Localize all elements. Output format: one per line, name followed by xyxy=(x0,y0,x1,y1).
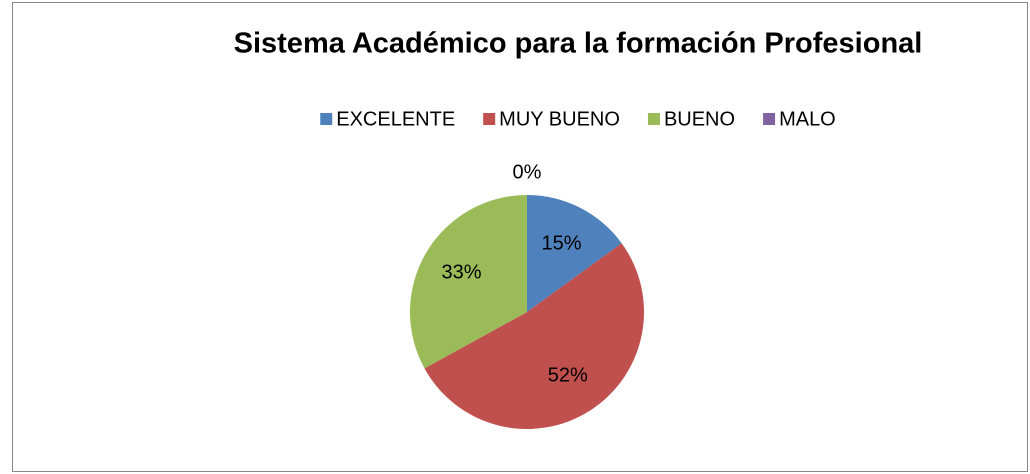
legend-label: MUY BUENO xyxy=(499,108,620,130)
legend-label: EXCELENTE xyxy=(336,108,455,130)
pie-slice xyxy=(424,243,644,429)
pie-slice xyxy=(410,195,527,369)
data-label: 15% xyxy=(542,233,582,255)
legend-swatch xyxy=(483,113,496,125)
data-label: 33% xyxy=(442,262,482,284)
legend-label: MALO xyxy=(779,108,836,130)
data-label: 52% xyxy=(548,364,588,386)
pie-slice xyxy=(527,195,622,312)
legend-swatch xyxy=(320,113,333,125)
legend-swatch xyxy=(763,113,776,125)
legend-label: BUENO xyxy=(664,108,735,130)
data-label: 0% xyxy=(513,161,542,183)
chart-title: Sistema Académico para la formación Prof… xyxy=(234,28,923,60)
legend-swatch xyxy=(647,113,660,125)
